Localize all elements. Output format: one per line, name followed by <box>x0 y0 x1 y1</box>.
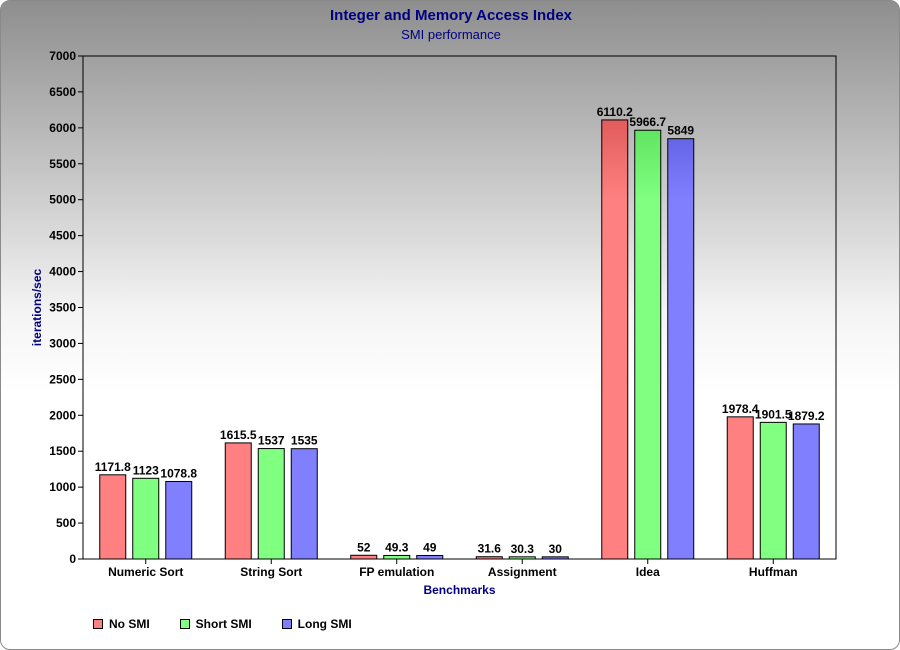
legend: No SMI Short SMI Long SMI <box>93 615 352 633</box>
legend-label: No SMI <box>109 617 150 631</box>
y-tick-label: 2500 <box>49 372 76 386</box>
chart-subtitle: SMI performance <box>401 27 501 42</box>
y-tick-label: 1500 <box>49 444 76 458</box>
data-label: 49 <box>423 540 437 554</box>
y-tick-label: 5000 <box>49 193 76 207</box>
y-tick-label: 2000 <box>49 408 76 422</box>
y-tick-label: 6000 <box>49 121 76 135</box>
y-tick-label: 1000 <box>49 480 76 494</box>
bar <box>224 442 252 560</box>
category-label: String Sort <box>240 565 302 579</box>
y-tick-label: 5500 <box>49 157 76 171</box>
bar <box>257 448 285 560</box>
bar <box>475 556 503 560</box>
data-label: 1537 <box>258 434 285 448</box>
data-label: 30.3 <box>511 542 535 556</box>
data-label: 1078.8 <box>160 466 197 480</box>
data-label: 1123 <box>133 463 159 477</box>
legend-swatch <box>281 619 292 629</box>
bars <box>99 119 820 560</box>
bar <box>165 480 193 560</box>
y-axis-title: iterations/sec <box>30 268 44 346</box>
data-label: 1978.4 <box>722 402 759 416</box>
chart-title: Integer and Memory Access Index <box>329 7 573 24</box>
bar <box>383 554 411 560</box>
y-tick-label: 4500 <box>49 229 76 243</box>
legend-item: Long SMI <box>281 615 352 633</box>
y-axis: 0 500 1000 1500 2000 2500 3000 3500 4000 4500 5000… <box>49 49 83 566</box>
data-label: 5966.7 <box>629 115 666 129</box>
data-label: 31.6 <box>478 542 502 556</box>
category-label: FP emulation <box>359 565 434 579</box>
y-tick-label: 0 <box>69 552 76 566</box>
data-label: 6110.2 <box>597 105 633 119</box>
bar <box>416 554 444 560</box>
data-label: 49.3 <box>385 540 409 554</box>
bar <box>290 448 318 560</box>
legend-swatch <box>179 619 190 629</box>
category-label: Numeric Sort <box>108 565 183 579</box>
bar <box>541 556 569 560</box>
x-axis-title: Benchmarks <box>423 583 495 597</box>
category-label: Idea <box>636 565 660 579</box>
legend-item: Short SMI <box>179 615 252 633</box>
y-tick-label: 4000 <box>49 265 76 279</box>
category-label: Assignment <box>488 565 557 579</box>
bar <box>350 554 378 560</box>
bar <box>508 556 536 560</box>
legend-label: Short SMI <box>195 617 252 631</box>
y-tick-label: 3000 <box>49 336 76 350</box>
bar <box>99 474 127 560</box>
legend-label: Long SMI <box>297 617 352 631</box>
bar <box>759 421 787 560</box>
data-label: 1901.5 <box>755 407 792 421</box>
legend-item: No SMI <box>93 615 150 633</box>
bar <box>634 129 662 560</box>
plot-area <box>82 55 837 560</box>
bar <box>132 477 160 560</box>
data-label: 5849 <box>667 124 694 138</box>
y-tick-label: 3500 <box>49 301 76 315</box>
data-label: 1879.2 <box>788 409 825 423</box>
bar <box>601 119 629 560</box>
category-label: Huffman <box>749 565 798 579</box>
y-tick-label: 6500 <box>49 85 76 99</box>
bar <box>792 423 820 560</box>
data-label: 1535 <box>291 434 318 448</box>
data-label: 1171.8 <box>95 460 131 474</box>
data-label: 30 <box>549 542 563 556</box>
data-labels: 1171.8 1123 1078.8 1615.5 1537 1535 52 49.3 49 31… <box>95 105 825 556</box>
x-axis: Numeric Sort String Sort FP emulation Assig… <box>108 559 798 579</box>
data-label: 1615.5 <box>220 428 257 442</box>
bar <box>726 416 754 560</box>
legend-swatch <box>93 619 103 629</box>
data-label: 52 <box>357 540 371 554</box>
bar <box>667 138 695 560</box>
y-tick-label: 500 <box>56 516 76 530</box>
y-tick-label: 7000 <box>49 49 76 63</box>
